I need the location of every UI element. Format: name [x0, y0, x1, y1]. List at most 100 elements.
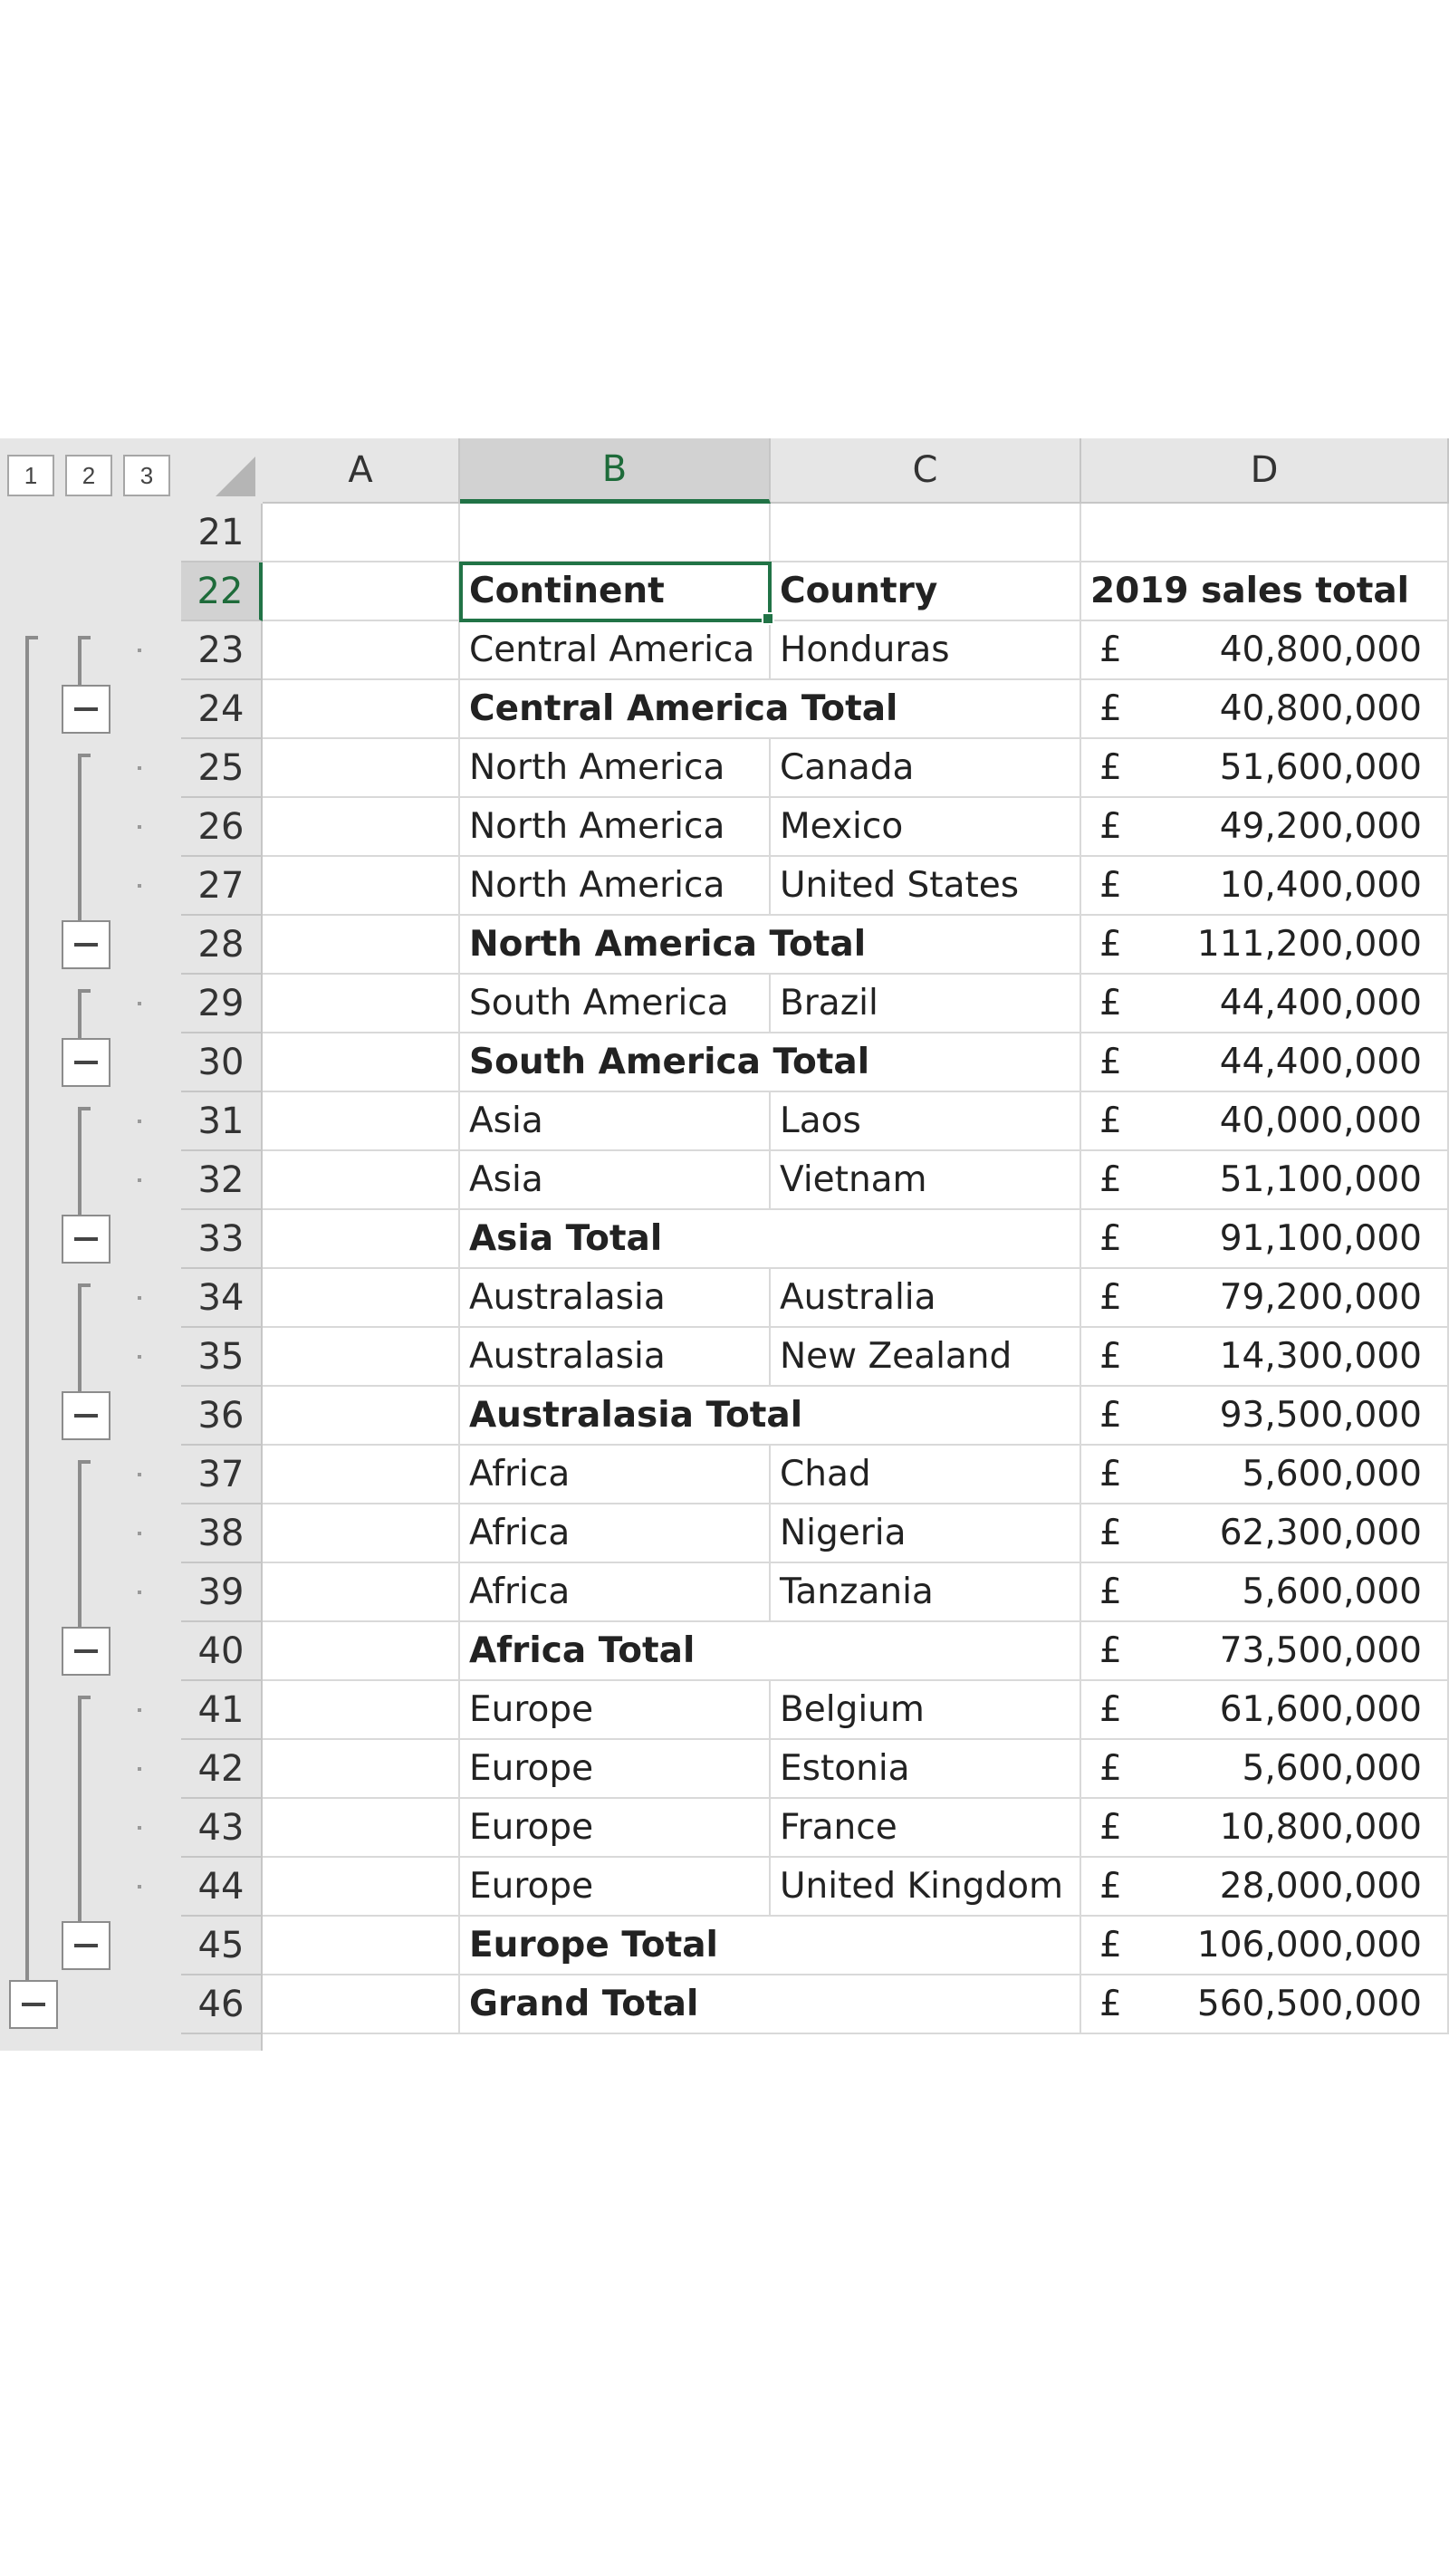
cell-b[interactable]: Europe Total — [460, 1917, 771, 1975]
cell-a[interactable] — [263, 621, 460, 680]
column-header-b[interactable]: B — [460, 438, 771, 504]
row-header[interactable]: 28 — [181, 916, 263, 975]
row-header[interactable]: 44 — [181, 1858, 263, 1917]
cell-a[interactable] — [263, 1092, 460, 1151]
cell-d[interactable]: £5,600,000 — [1081, 1446, 1449, 1504]
cell-a[interactable] — [263, 1504, 460, 1563]
collapse-group-button[interactable] — [62, 1627, 110, 1676]
cell-b[interactable]: Australasia Total — [460, 1387, 802, 1446]
cell-c[interactable] — [771, 1387, 1081, 1446]
cell-c[interactable] — [771, 1975, 1081, 2034]
cell-b[interactable]: North America Total — [460, 916, 866, 975]
cell-a[interactable] — [263, 1387, 460, 1446]
cell-b[interactable]: Continent — [459, 562, 774, 625]
cell-d[interactable]: £5,600,000 — [1081, 1740, 1449, 1799]
cell-c[interactable]: Vietnam — [771, 1151, 1081, 1210]
cell-b[interactable]: Europe — [460, 1681, 771, 1740]
cell-c[interactable]: United Kingdom — [771, 1858, 1081, 1917]
cell-a[interactable] — [263, 1975, 460, 2034]
cell-d[interactable]: £106,000,000 — [1081, 1917, 1449, 1975]
cell-c[interactable]: Estonia — [771, 1740, 1081, 1799]
row-header[interactable] — [181, 2034, 263, 2051]
cell-a[interactable] — [263, 1681, 460, 1740]
row-header[interactable]: 27 — [181, 857, 263, 916]
outline-level-2-button[interactable]: 2 — [65, 455, 112, 496]
cell-a[interactable] — [263, 1858, 460, 1917]
cell-d[interactable]: £49,200,000 — [1081, 798, 1449, 857]
cell-b[interactable]: Europe — [460, 1799, 771, 1858]
cell-c[interactable]: Chad — [771, 1446, 1081, 1504]
row-header[interactable]: 45 — [181, 1917, 263, 1975]
row-header[interactable]: 23 — [181, 621, 263, 680]
cell-d[interactable]: £79,200,000 — [1081, 1269, 1449, 1328]
cell-c[interactable]: Mexico — [771, 798, 1081, 857]
cell-c[interactable] — [771, 680, 1081, 739]
row-header[interactable]: 42 — [181, 1740, 263, 1799]
collapse-group-button[interactable] — [62, 685, 110, 734]
row-header[interactable]: 46 — [181, 1975, 263, 2034]
cell-a[interactable] — [263, 1563, 460, 1622]
cell-a[interactable] — [263, 1210, 460, 1269]
row-header[interactable]: 26 — [181, 798, 263, 857]
collapse-all-button[interactable] — [9, 1980, 58, 2029]
row-header[interactable]: 40 — [181, 1622, 263, 1681]
cell-a[interactable] — [263, 1622, 460, 1681]
cell-b[interactable]: Asia — [460, 1151, 771, 1210]
cell-b[interactable]: Africa — [460, 1446, 771, 1504]
cell-a[interactable] — [263, 1446, 460, 1504]
cell-d[interactable]: £560,500,000 — [1081, 1975, 1449, 2034]
cell-d[interactable]: £44,400,000 — [1081, 975, 1449, 1033]
row-header[interactable]: 36 — [181, 1387, 263, 1446]
cell-c[interactable]: Laos — [771, 1092, 1081, 1151]
cell-d[interactable]: £40,800,000 — [1081, 621, 1449, 680]
cell-d[interactable]: £51,600,000 — [1081, 739, 1449, 798]
cell-a[interactable] — [263, 680, 460, 739]
cell-c[interactable] — [771, 1210, 1081, 1269]
cell-c[interactable]: Honduras — [771, 621, 1081, 680]
cell-a[interactable] — [263, 1799, 460, 1858]
row-header[interactable]: 21 — [181, 504, 263, 562]
cell-d[interactable]: £10,400,000 — [1081, 857, 1449, 916]
cell-b[interactable]: South America — [460, 975, 771, 1033]
cell-c[interactable]: Brazil — [771, 975, 1081, 1033]
collapse-group-button[interactable] — [62, 1921, 110, 1970]
cell-b[interactable]: North America — [460, 798, 771, 857]
row-header[interactable]: 39 — [181, 1563, 263, 1622]
cell-b[interactable]: Europe — [460, 1740, 771, 1799]
cell-d[interactable]: £61,600,000 — [1081, 1681, 1449, 1740]
outline-level-3-button[interactable]: 3 — [123, 455, 170, 496]
row-header[interactable]: 30 — [181, 1033, 263, 1092]
cell-c[interactable]: United States — [771, 857, 1081, 916]
cell-a[interactable] — [263, 1151, 460, 1210]
row-header[interactable]: 34 — [181, 1269, 263, 1328]
row-header[interactable]: 32 — [181, 1151, 263, 1210]
column-header-a[interactable]: A — [263, 438, 460, 504]
row-header[interactable]: 29 — [181, 975, 263, 1033]
cell-a[interactable] — [263, 1269, 460, 1328]
cell-b[interactable]: Grand Total — [460, 1975, 771, 2034]
cell-a[interactable] — [263, 504, 460, 562]
cell-b[interactable] — [460, 504, 771, 562]
cell-d[interactable]: £91,100,000 — [1081, 1210, 1449, 1269]
cell-c[interactable]: Tanzania — [771, 1563, 1081, 1622]
cell-d[interactable]: £40,000,000 — [1081, 1092, 1449, 1151]
cell-b[interactable]: Central America Total — [460, 680, 897, 739]
cell-a[interactable] — [263, 1328, 460, 1387]
row-header[interactable]: 22 — [181, 562, 263, 621]
collapse-group-button[interactable] — [62, 1038, 110, 1087]
cell-a[interactable] — [263, 798, 460, 857]
collapse-group-button[interactable] — [62, 1391, 110, 1440]
cell-b[interactable]: Asia Total — [460, 1210, 771, 1269]
cell-a[interactable] — [263, 1740, 460, 1799]
cell-d[interactable]: £93,500,000 — [1081, 1387, 1449, 1446]
cell-c[interactable] — [771, 504, 1081, 562]
cell-c[interactable] — [771, 1917, 1081, 1975]
cell-d[interactable]: £62,300,000 — [1081, 1504, 1449, 1563]
cell-b[interactable]: Africa Total — [460, 1622, 771, 1681]
cell-c[interactable]: Belgium — [771, 1681, 1081, 1740]
cell-d[interactable]: £40,800,000 — [1081, 680, 1449, 739]
cell-c[interactable]: Australia — [771, 1269, 1081, 1328]
row-header[interactable]: 38 — [181, 1504, 263, 1563]
cell-c[interactable] — [771, 916, 1081, 975]
cell-d[interactable]: £51,100,000 — [1081, 1151, 1449, 1210]
